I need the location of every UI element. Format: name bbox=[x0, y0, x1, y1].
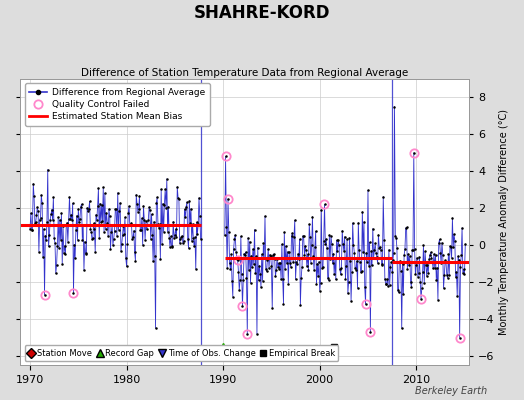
Text: SHAHRE-KORD: SHAHRE-KORD bbox=[194, 4, 330, 22]
Legend: Station Move, Record Gap, Time of Obs. Change, Empirical Break: Station Move, Record Gap, Time of Obs. C… bbox=[25, 346, 339, 361]
Y-axis label: Monthly Temperature Anomaly Difference (°C): Monthly Temperature Anomaly Difference (… bbox=[499, 109, 509, 335]
Title: Difference of Station Temperature Data from Regional Average: Difference of Station Temperature Data f… bbox=[81, 68, 409, 78]
Text: Berkeley Earth: Berkeley Earth bbox=[415, 386, 487, 396]
